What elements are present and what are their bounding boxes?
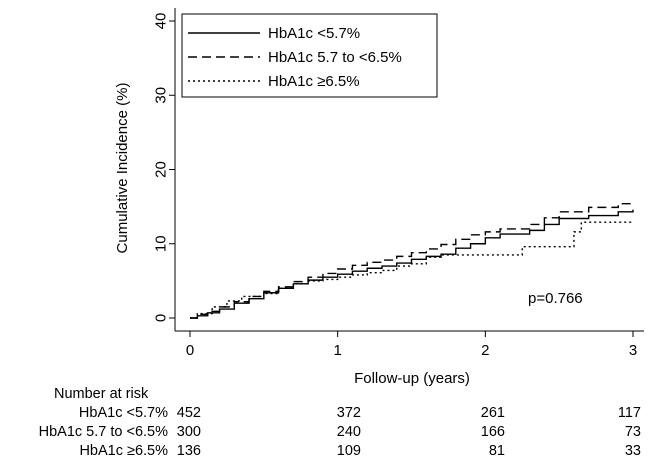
legend-entry-label: HbA1c <5.7% [268,25,360,42]
risk-value: 109 [337,443,361,458]
legend: HbA1c <5.7% HbA1c 5.7 to <6.5% HbA1c ≥6.5% [181,13,438,98]
risk-value: 240 [337,424,361,440]
legend-box [181,13,438,98]
risk-row-label: HbA1c <5.7% [79,405,168,421]
x-tick-label: 3 [629,342,637,359]
risk-row-label: HbA1c ≥6.5% [79,443,168,458]
y-tick-label: 30 [153,87,170,104]
risk-value: 166 [481,424,505,440]
y-tick-label: 10 [153,235,170,252]
risk-value: 452 [177,405,201,421]
risk-table-title: Number at risk [54,386,149,402]
risk-value: 372 [337,405,361,421]
legend-entry-label: HbA1c 5.7 to <6.5% [268,49,402,66]
risk-value: 73 [625,424,641,440]
risk-value: 300 [177,424,201,440]
y-tick-label: 0 [153,314,170,322]
risk-value: 136 [177,443,201,458]
risk-value: 81 [489,443,505,458]
series-line-2 [190,202,634,319]
y-axis-title: Cumulative Incidence (%) [114,83,131,254]
p-value-annotation: p=0.766 [528,290,583,307]
series-line-3 [190,221,634,319]
x-tick-label: 2 [481,342,489,359]
legend-entry-label: HbA1c ≥6.5% [268,73,360,90]
risk-value: 117 [618,405,641,421]
x-tick-label: 1 [333,342,341,359]
y-tick-label: 40 [153,13,170,30]
y-tick-label: 20 [153,161,170,178]
risk-value: 33 [625,443,641,458]
risk-value: 261 [481,405,505,421]
curves [190,202,634,319]
number-at-risk-table: Number at risk HbA1c <5.7% 452 372 261 117 HbA… [39,386,641,458]
x-tick-label: 0 [186,342,194,359]
axes: 0 10 20 30 40 0 1 2 3 [153,8,644,359]
x-axis-title: Follow-up (years) [354,370,470,387]
risk-row-label: HbA1c 5.7 to <6.5% [39,424,168,440]
